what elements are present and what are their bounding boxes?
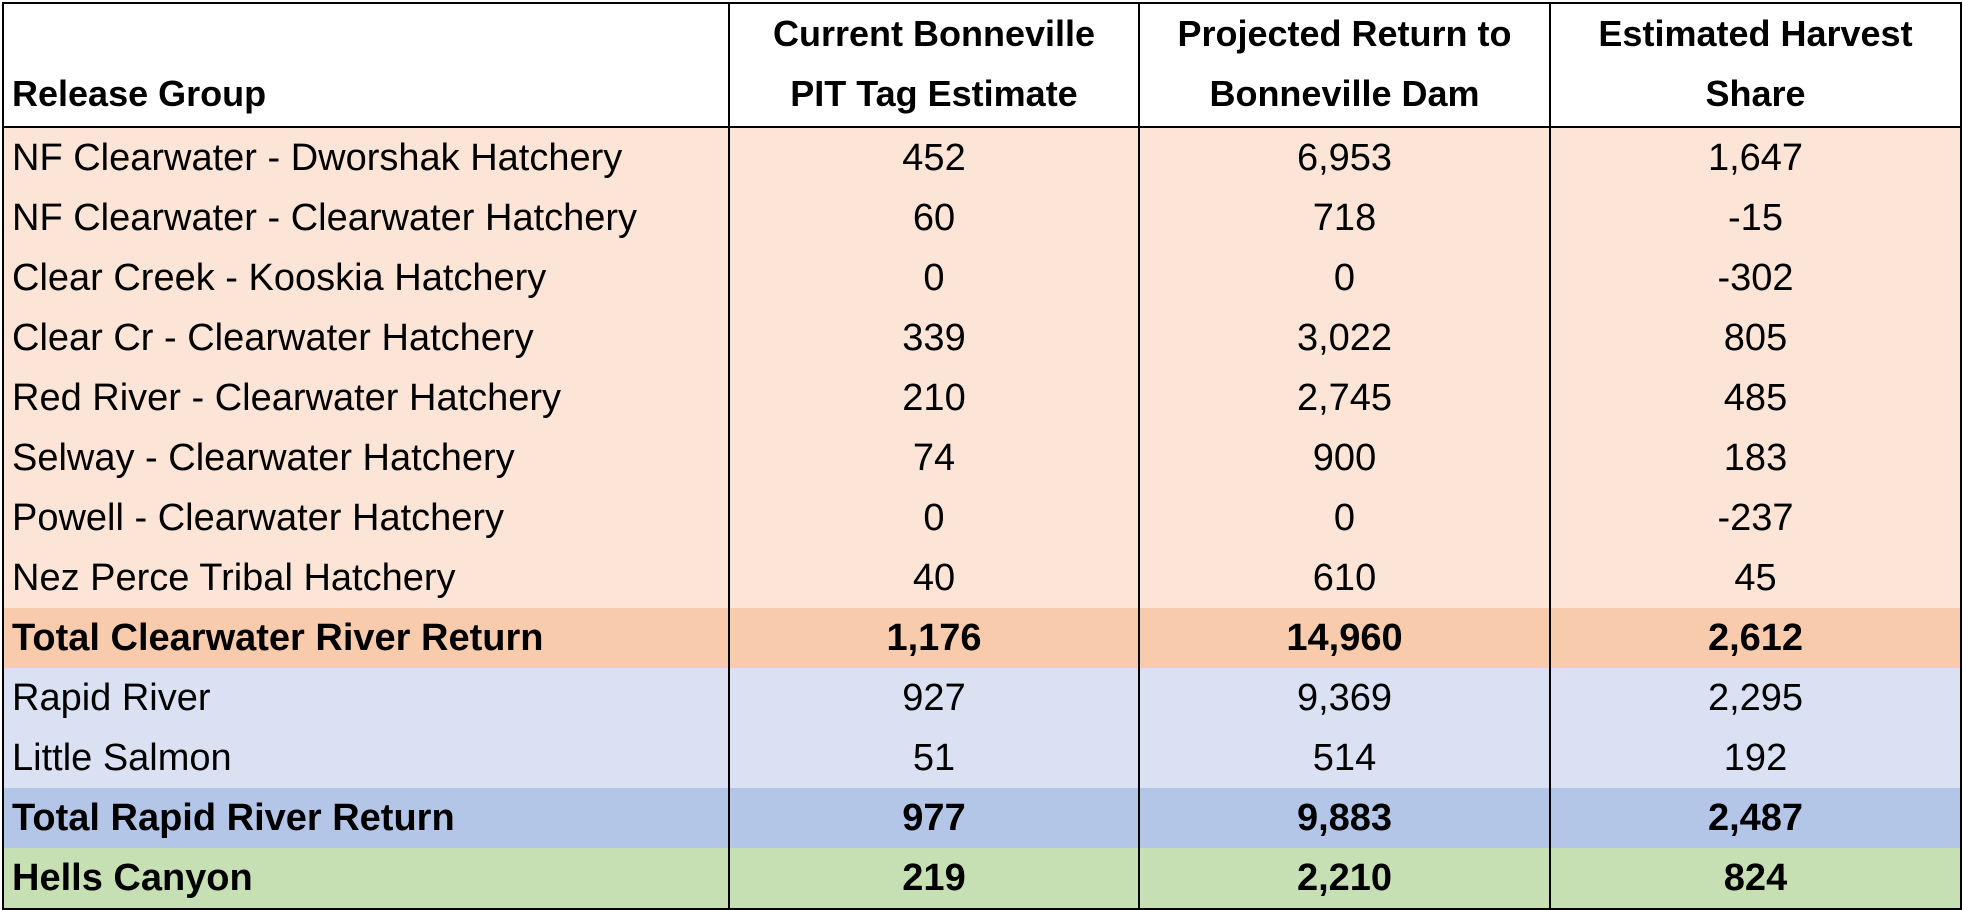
table-total-row: Total Clearwater River Return 1,176 14,960… [2,608,1962,668]
header-line: Share [1705,73,1806,114]
pit-estimate-cell: 40 [728,548,1140,608]
column-header-release-group: Release Group [2,2,730,128]
release-group-cell: Total Clearwater River Return [2,608,730,668]
table-header: Release Group Current Bonneville PIT Tag… [2,2,1962,128]
projected-return-cell: 9,369 [1138,668,1551,728]
pit-estimate-cell: 0 [728,248,1140,308]
harvest-share-cell: 2,612 [1549,608,1962,668]
table-body: NF Clearwater - Dworshak Hatchery 452 6,95… [2,127,1962,910]
pit-estimate-cell: 0 [728,488,1140,548]
header-row: Release Group Current Bonneville PIT Tag… [2,2,1962,128]
projected-return-cell: 2,745 [1138,368,1551,428]
harvest-share-cell: 2,295 [1549,668,1962,728]
release-group-cell: Selway - Clearwater Hatchery [2,428,730,488]
column-header-projected-return: Projected Return to Bonneville Dam [1138,2,1551,128]
harvest-share-cell: 824 [1549,848,1962,910]
pit-estimate-cell: 60 [728,188,1140,248]
header-line: Projected Return to [1177,13,1512,54]
projected-return-cell: 9,883 [1138,788,1551,848]
header-line: Release Group [12,73,267,114]
projected-return-cell: 14,960 [1138,608,1551,668]
release-group-cell: Nez Perce Tribal Hatchery [2,548,730,608]
header-line: Estimated Harvest [1598,13,1913,54]
release-group-cell: Hells Canyon [2,848,730,910]
header-line: Current Bonneville [772,13,1096,54]
table-row: NF Clearwater - Clearwater Hatchery 60 718… [2,188,1962,248]
projected-return-cell: 6,953 [1138,127,1551,188]
harvest-share-cell: 45 [1549,548,1962,608]
table-row: Selway - Clearwater Hatchery 74 900 183 [2,428,1962,488]
release-group-cell: NF Clearwater - Clearwater Hatchery [2,188,730,248]
column-header-pit-estimate: Current Bonneville PIT Tag Estimate [728,2,1140,128]
pit-estimate-cell: 927 [728,668,1140,728]
table-row: Nez Perce Tribal Hatchery 40 610 45 [2,548,1962,608]
table-total-row: Total Rapid River Return 977 9,883 2,487 [2,788,1962,848]
harvest-share-cell: 183 [1549,428,1962,488]
projected-return-cell: 3,022 [1138,308,1551,368]
pit-estimate-cell: 74 [728,428,1140,488]
projected-return-cell: 900 [1138,428,1551,488]
release-group-cell: Rapid River [2,668,730,728]
pit-estimate-cell: 977 [728,788,1140,848]
table-row: Little Salmon 51 514 192 [2,728,1962,788]
header-line: Bonneville Dam [1209,73,1480,114]
table-row: Clear Creek - Kooskia Hatchery 0 0 -302 [2,248,1962,308]
harvest-share-cell: -237 [1549,488,1962,548]
harvest-share-cell: 805 [1549,308,1962,368]
release-group-cell: Clear Creek - Kooskia Hatchery [2,248,730,308]
projected-return-cell: 514 [1138,728,1551,788]
pit-estimate-cell: 339 [728,308,1140,368]
projected-return-cell: 2,210 [1138,848,1551,910]
release-group-cell: Little Salmon [2,728,730,788]
harvest-share-cell: 192 [1549,728,1962,788]
pit-estimate-cell: 1,176 [728,608,1140,668]
release-group-cell: NF Clearwater - Dworshak Hatchery [2,127,730,188]
pit-estimate-cell: 51 [728,728,1140,788]
projected-return-cell: 0 [1138,488,1551,548]
harvest-share-cell: 1,647 [1549,127,1962,188]
column-header-harvest-share: Estimated Harvest Share [1549,2,1962,128]
table-row: NF Clearwater - Dworshak Hatchery 452 6,95… [2,127,1962,188]
table-row: Red River - Clearwater Hatchery 210 2,745 4… [2,368,1962,428]
pit-estimate-cell: 219 [728,848,1140,910]
projected-return-cell: 718 [1138,188,1551,248]
table-total-row: Hells Canyon 219 2,210 824 [2,848,1962,910]
harvest-share-cell: -302 [1549,248,1962,308]
harvest-share-cell: -15 [1549,188,1962,248]
release-group-cell: Powell - Clearwater Hatchery [2,488,730,548]
table-row: Clear Cr - Clearwater Hatchery 339 3,022 80… [2,308,1962,368]
pit-estimate-cell: 452 [728,127,1140,188]
pit-estimate-cell: 210 [728,368,1140,428]
harvest-share-cell: 485 [1549,368,1962,428]
projected-return-cell: 610 [1138,548,1551,608]
header-line: PIT Tag Estimate [790,73,1078,114]
harvest-share-cell: 2,487 [1549,788,1962,848]
projected-return-cell: 0 [1138,248,1551,308]
release-group-cell: Clear Cr - Clearwater Hatchery [2,308,730,368]
release-group-cell: Red River - Clearwater Hatchery [2,368,730,428]
release-group-cell: Total Rapid River Return [2,788,730,848]
table-row: Powell - Clearwater Hatchery 0 0 -237 [2,488,1962,548]
table-row: Rapid River 927 9,369 2,295 [2,668,1962,728]
